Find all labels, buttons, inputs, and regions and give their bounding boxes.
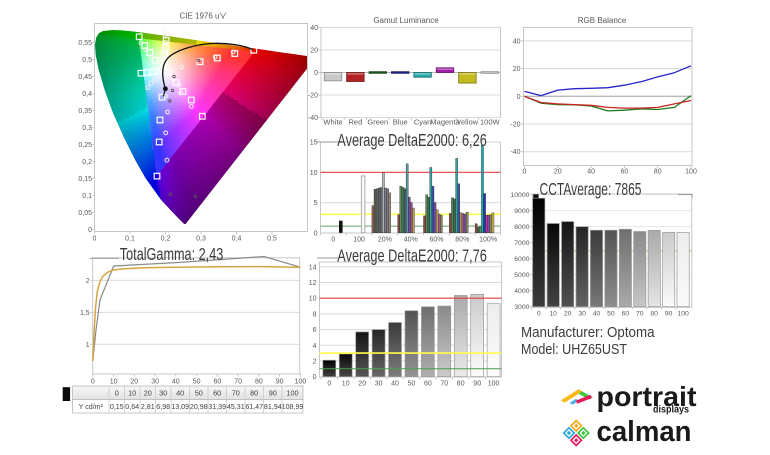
svg-text:0,3: 0,3 bbox=[82, 125, 92, 132]
svg-text:0,45: 0,45 bbox=[78, 74, 92, 81]
svg-text:White: White bbox=[323, 118, 342, 127]
svg-text:0,5: 0,5 bbox=[82, 57, 92, 64]
svg-text:0,1: 0,1 bbox=[125, 236, 135, 243]
svg-text:0: 0 bbox=[93, 236, 97, 243]
svg-text:0,4: 0,4 bbox=[82, 91, 92, 98]
svg-text:0: 0 bbox=[88, 227, 92, 234]
svg-text:0,3: 0,3 bbox=[196, 236, 206, 243]
svg-text:0,4: 0,4 bbox=[232, 236, 242, 243]
svg-text:0,05: 0,05 bbox=[78, 210, 92, 217]
svg-text:0: 0 bbox=[314, 70, 318, 77]
svg-text:-20: -20 bbox=[308, 93, 318, 100]
svg-text:-40: -40 bbox=[308, 115, 318, 122]
svg-text:Gamut Luminance: Gamut Luminance bbox=[373, 16, 439, 25]
svg-text:40: 40 bbox=[310, 25, 318, 32]
svg-text:20: 20 bbox=[310, 48, 318, 55]
svg-text:CIE 1976 u'v': CIE 1976 u'v' bbox=[179, 12, 227, 21]
svg-text:0,15: 0,15 bbox=[78, 176, 92, 183]
svg-text:0,25: 0,25 bbox=[78, 142, 92, 149]
svg-text:0,35: 0,35 bbox=[78, 108, 92, 115]
svg-text:0,5: 0,5 bbox=[267, 236, 277, 243]
svg-text:0,2: 0,2 bbox=[82, 159, 92, 166]
svg-text:0,2: 0,2 bbox=[161, 236, 171, 243]
svg-text:0,55: 0,55 bbox=[78, 40, 92, 47]
svg-text:0,1: 0,1 bbox=[82, 193, 92, 200]
